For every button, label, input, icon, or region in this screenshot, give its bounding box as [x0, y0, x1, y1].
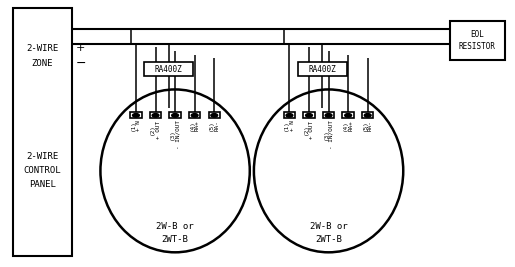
Text: (4)
RA+: (4) RA+ [190, 120, 200, 131]
Text: (5)
RA-: (5) RA- [363, 120, 373, 131]
Bar [189, 112, 200, 118]
Text: 2-WIRE
CONTROL
PANEL: 2-WIRE CONTROL PANEL [24, 152, 61, 189]
Text: (3)
- IN/OUT: (3) - IN/OUT [323, 120, 334, 150]
Text: 2W-B or
2WT-B: 2W-B or 2WT-B [310, 222, 348, 244]
Bar [298, 62, 347, 76]
Text: −: − [76, 57, 86, 70]
Bar [342, 112, 354, 118]
Text: (3)
- IN/OUT: (3) - IN/OUT [170, 120, 180, 150]
Text: (1)
+ N: (1) + N [284, 120, 295, 131]
Circle shape [211, 113, 218, 117]
Text: +: + [76, 43, 85, 53]
Bar [450, 21, 505, 60]
Text: ZONE: ZONE [32, 59, 53, 68]
Bar [169, 112, 181, 118]
Circle shape [132, 113, 140, 117]
Circle shape [345, 113, 352, 117]
Bar [130, 112, 142, 118]
Text: RA400Z: RA400Z [308, 65, 336, 74]
Circle shape [305, 113, 313, 117]
Text: (1)
+ N: (1) + N [131, 120, 141, 131]
Bar [209, 112, 220, 118]
Bar [323, 112, 334, 118]
Text: RA400Z: RA400Z [155, 65, 182, 74]
Ellipse shape [254, 89, 403, 252]
Circle shape [325, 113, 332, 117]
Circle shape [152, 113, 159, 117]
Bar [150, 112, 161, 118]
Text: EOL
RESISTOR: EOL RESISTOR [459, 30, 496, 51]
Text: (2)
+ OUT: (2) + OUT [150, 120, 161, 139]
Bar [303, 112, 315, 118]
Text: (2)
+ OUT: (2) + OUT [304, 120, 314, 139]
Ellipse shape [100, 89, 250, 252]
Bar [13, 8, 72, 256]
Circle shape [171, 113, 179, 117]
Text: 2-WIRE: 2-WIRE [26, 44, 59, 53]
Circle shape [364, 113, 371, 117]
Bar [362, 112, 373, 118]
Text: (5)
RA-: (5) RA- [209, 120, 219, 131]
Circle shape [286, 113, 293, 117]
Bar [284, 112, 295, 118]
Text: (4)
RA+: (4) RA+ [343, 120, 353, 131]
Bar [144, 62, 193, 76]
Text: 2W-B or
2WT-B: 2W-B or 2WT-B [156, 222, 194, 244]
Circle shape [191, 113, 198, 117]
